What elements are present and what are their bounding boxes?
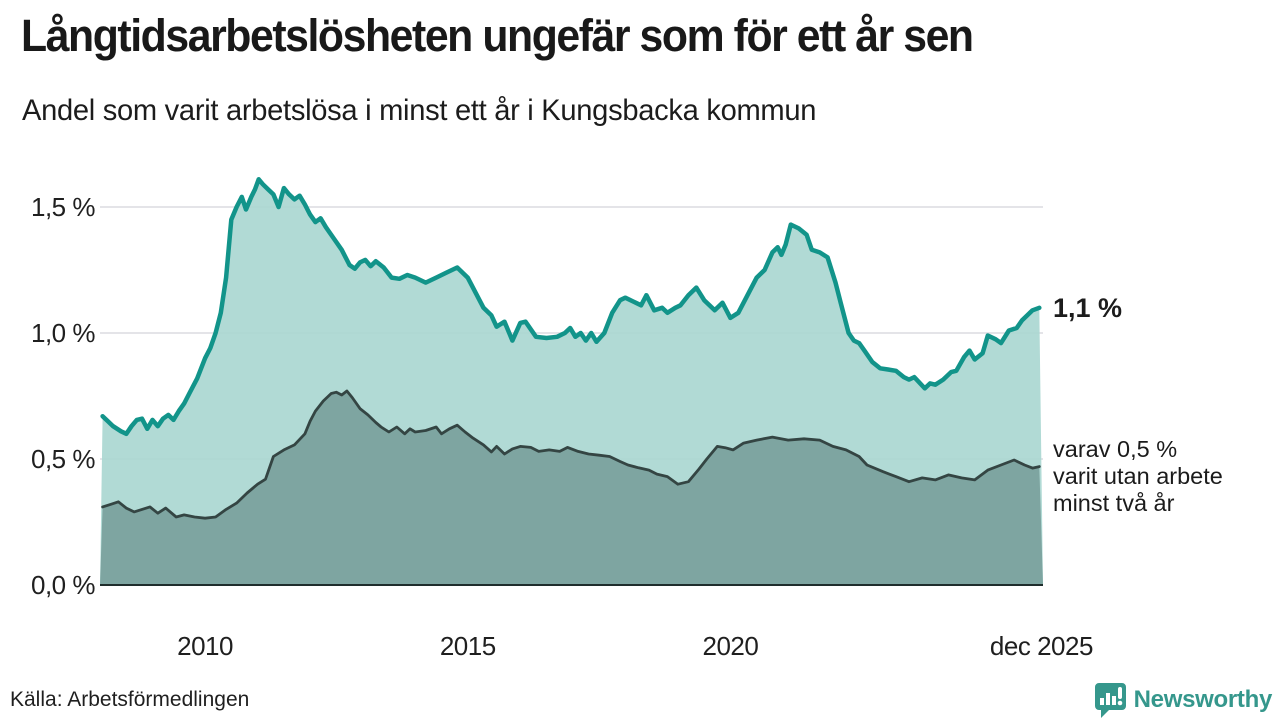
x-axis-label: 2010 xyxy=(177,631,233,661)
x-axis-label: 2015 xyxy=(439,631,496,661)
x-axis-label: 2020 xyxy=(702,631,759,661)
page-title: Långtidsarbetslösheten ungefär som för e… xyxy=(21,10,974,61)
newsworthy-logo[interactable]: Newsworthy xyxy=(1094,682,1272,718)
latest-value-annotation: 1,1 % xyxy=(1053,293,1123,323)
line-two-years xyxy=(101,389,1041,520)
y-axis-label: 1,5 % xyxy=(31,192,96,222)
newsworthy-bubble-chart-icon xyxy=(1094,682,1127,718)
x-axis-label: dec 2025 xyxy=(989,631,1093,661)
y-axis-label: 0,0 % xyxy=(31,570,96,600)
y-axis-label: 1,0 % xyxy=(31,318,96,348)
newsworthy-logo-text: Newsworthy xyxy=(1133,686,1273,713)
line-one-year xyxy=(100,177,1042,437)
source-attribution: Källa: Arbetsförmedlingen xyxy=(10,688,250,711)
y-axis-label: 0,5 % xyxy=(31,444,96,474)
secondary-series-annotation: varav 0,5 % varit utan arbete minst två … xyxy=(1053,436,1223,516)
page-subtitle: Andel som varit arbetslösa i minst ett å… xyxy=(22,94,817,127)
